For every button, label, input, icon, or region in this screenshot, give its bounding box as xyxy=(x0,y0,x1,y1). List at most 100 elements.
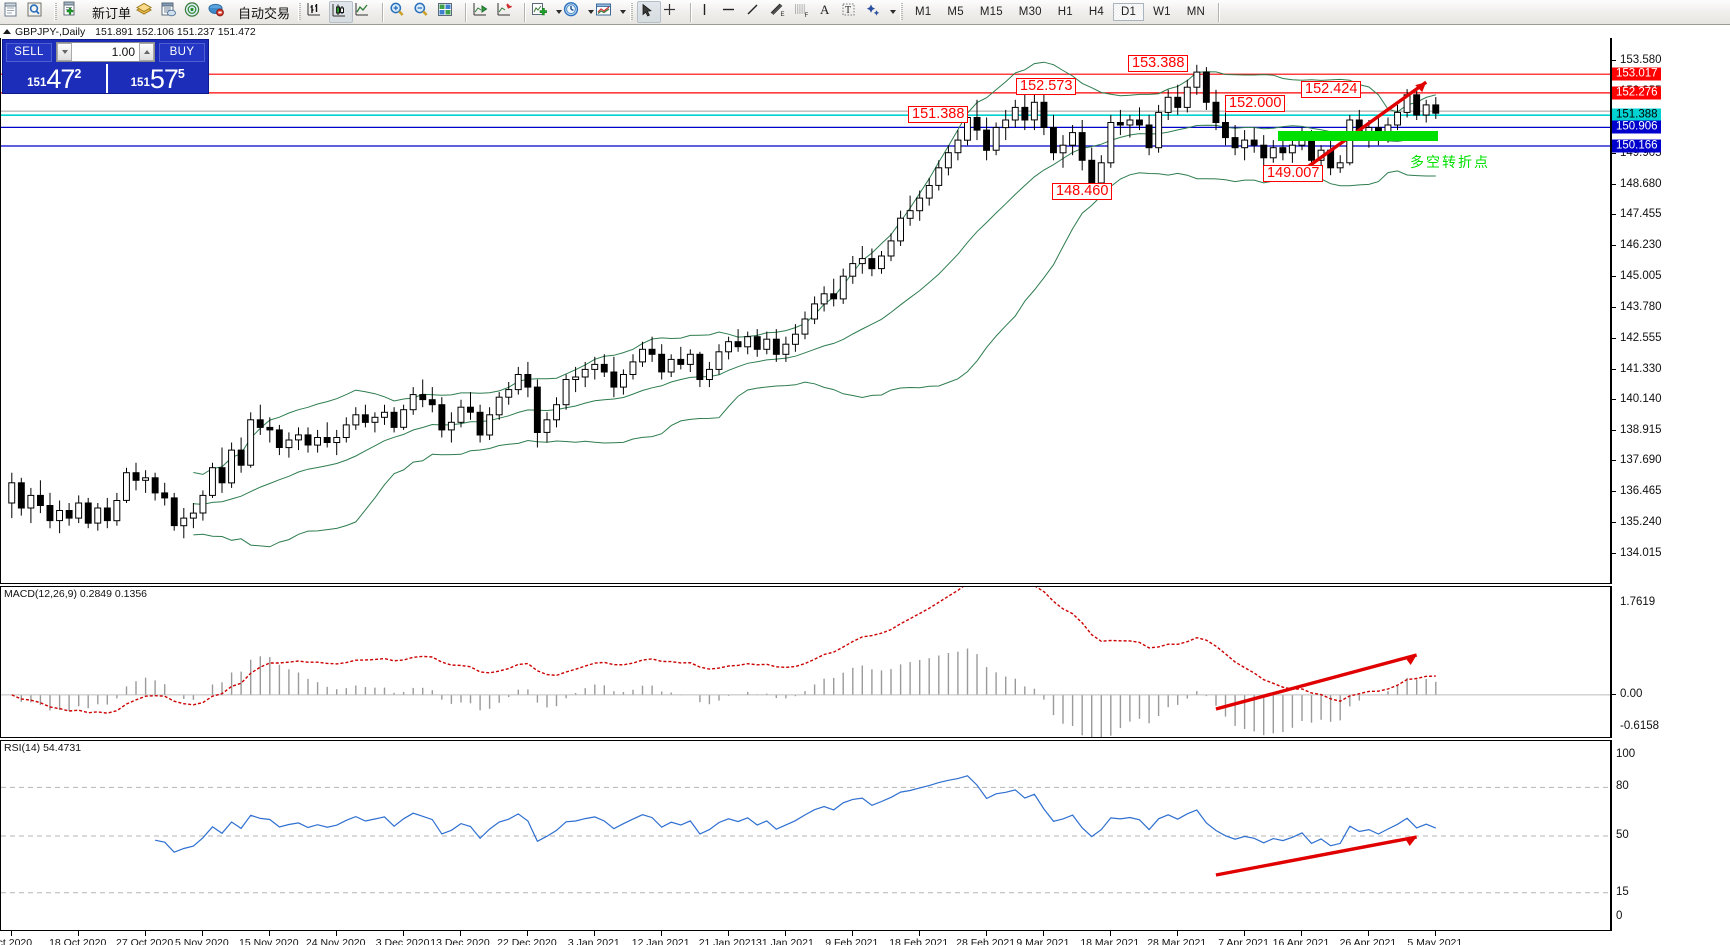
time-label: 5 May 2021 xyxy=(1407,937,1463,945)
candle-body xyxy=(658,353,666,373)
main-price-pane[interactable]: 153.388 152.573 152.000 152.424 151.388 148.4… xyxy=(0,38,1611,584)
data-window-icon[interactable] xyxy=(159,1,183,23)
volume-stepper[interactable]: 1.00 xyxy=(56,42,155,62)
symbol-ohlc: 151.891 152.106 151.237 151.472 xyxy=(95,25,256,38)
document-icon[interactable] xyxy=(2,1,26,23)
time-label: 16 Apr 2021 xyxy=(1272,937,1330,945)
line-chart-icon[interactable] xyxy=(353,1,377,23)
candle-body xyxy=(266,426,274,431)
candle-body xyxy=(1050,127,1057,154)
timeframe-m30[interactable]: M30 xyxy=(1018,6,1042,18)
macd-pane[interactable]: MACD(12,26,9) 0.2849 0.1356 xyxy=(0,586,1611,738)
toolbar-divider-4 xyxy=(465,2,467,22)
templates-icon[interactable] xyxy=(594,1,618,23)
text-icon[interactable]: A xyxy=(816,1,840,23)
candle-body xyxy=(1202,71,1210,103)
crosshair-icon[interactable] xyxy=(661,1,685,23)
time-tick xyxy=(1042,931,1044,936)
autotrading-icon[interactable] xyxy=(207,1,231,23)
new-order-button[interactable]: 新订单 xyxy=(85,1,135,23)
candle-body xyxy=(361,414,369,423)
sell-price-point: 2 xyxy=(74,67,82,81)
zoom-in-icon[interactable] xyxy=(388,1,412,23)
cursor-icon[interactable] xyxy=(637,1,662,23)
sell-price[interactable]: 151 47 2 xyxy=(3,64,106,93)
candle-body xyxy=(65,510,73,519)
layers-icon[interactable] xyxy=(135,1,159,23)
shapes-icon[interactable] xyxy=(864,1,888,23)
price-label-153.388[interactable]: 153.388 xyxy=(1128,55,1189,72)
tile-windows-icon[interactable] xyxy=(436,1,460,23)
candle-body xyxy=(428,399,436,406)
candle-body xyxy=(820,293,828,305)
price-label-151.388[interactable]: 151.388 xyxy=(908,106,969,123)
rsi-title: RSI(14) 54.4731 xyxy=(4,742,82,754)
timeframe-m5[interactable]: M5 xyxy=(947,6,964,18)
fibonacci-icon[interactable]: F xyxy=(792,1,816,23)
candle-body xyxy=(1002,119,1010,129)
price-axis[interactable]: 153.580152.355151.130149.905148.680147.4… xyxy=(1611,38,1730,584)
trendline-icon[interactable] xyxy=(744,1,768,23)
new-order-icon[interactable] xyxy=(61,1,85,23)
autotrading-button[interactable]: 自动交易 xyxy=(231,1,294,23)
text-label-icon[interactable]: T xyxy=(840,1,864,23)
timeframe-m1[interactable]: M1 xyxy=(915,6,932,18)
timeframe-group: M1 M5 M15 M30 H1 H4 D1 W1 MN xyxy=(907,3,1213,21)
candle-body xyxy=(830,293,838,300)
collapse-triangle-icon[interactable] xyxy=(3,29,11,34)
candle-body xyxy=(486,414,494,436)
rsi-pane[interactable]: RSI(14) 54.4731 xyxy=(0,740,1611,931)
candle-body xyxy=(476,411,484,436)
autoscroll-icon[interactable] xyxy=(495,1,519,23)
time-tick xyxy=(144,931,146,936)
price-label-152.000[interactable]: 152.000 xyxy=(1225,95,1286,112)
volume-value[interactable]: 1.00 xyxy=(111,45,135,59)
price-label-149.007[interactable]: 149.007 xyxy=(1263,165,1324,182)
price-label-152.573[interactable]: 152.573 xyxy=(1016,78,1077,95)
volume-decrease-button[interactable] xyxy=(57,43,72,61)
time-label: 18 Mar 2021 xyxy=(1080,937,1140,945)
rsi-trend-arrow-line xyxy=(1215,835,1417,877)
candle-body xyxy=(304,434,312,446)
timeframe-mn[interactable]: MN xyxy=(1186,6,1206,18)
volume-increase-button[interactable] xyxy=(139,43,154,61)
market-watch-icon[interactable] xyxy=(183,1,207,23)
timeframe-h1[interactable]: H1 xyxy=(1057,6,1073,18)
inspect-icon[interactable] xyxy=(26,1,50,23)
zoom-out-icon[interactable] xyxy=(412,1,436,23)
price-tag-150.166: 150.166 xyxy=(1612,139,1661,153)
chevron-down-icon[interactable] xyxy=(556,10,563,14)
horizontal-line-icon[interactable] xyxy=(720,1,744,23)
time-tick xyxy=(460,931,461,936)
chevron-down-icon-4[interactable] xyxy=(890,10,897,14)
candlestick-chart-icon[interactable] xyxy=(329,1,354,23)
sell-button[interactable]: SELL xyxy=(6,42,52,62)
timeframe-d1[interactable]: D1 xyxy=(1113,3,1145,21)
one-click-trading-panel[interactable]: SELL 1.00 BUY 151 47 2 151 57 5 xyxy=(2,39,209,94)
chevron-down-icon-3[interactable] xyxy=(620,10,627,14)
price-label-148.460[interactable]: 148.460 xyxy=(1052,183,1113,200)
candle-body xyxy=(400,409,408,428)
candle-body xyxy=(275,429,283,448)
buy-price[interactable]: 151 57 5 xyxy=(105,64,209,93)
period-clock-icon[interactable] xyxy=(562,1,586,23)
timeframe-w1[interactable]: W1 xyxy=(1153,6,1171,18)
time-tick xyxy=(77,931,79,936)
candle-body xyxy=(189,512,197,519)
vertical-line-icon[interactable] xyxy=(696,1,720,23)
equidistant-channel-icon[interactable]: E xyxy=(768,1,792,23)
candle-body xyxy=(161,492,169,499)
timeframe-h4[interactable]: H4 xyxy=(1088,6,1104,18)
timeframe-m15[interactable]: M15 xyxy=(979,6,1003,18)
shift-end-icon[interactable] xyxy=(471,1,495,23)
rsi-line xyxy=(154,775,1437,853)
chevron-down-icon-2[interactable] xyxy=(588,10,595,14)
chevron-down-icon-vol xyxy=(61,50,68,54)
toolbar-divider-3 xyxy=(382,2,384,22)
price-label-152.424[interactable]: 152.424 xyxy=(1301,81,1362,98)
add-indicator-icon[interactable] xyxy=(530,1,554,23)
buy-button[interactable]: BUY xyxy=(159,42,205,62)
candle-body xyxy=(228,449,236,484)
bar-chart-icon[interactable] xyxy=(305,1,329,23)
